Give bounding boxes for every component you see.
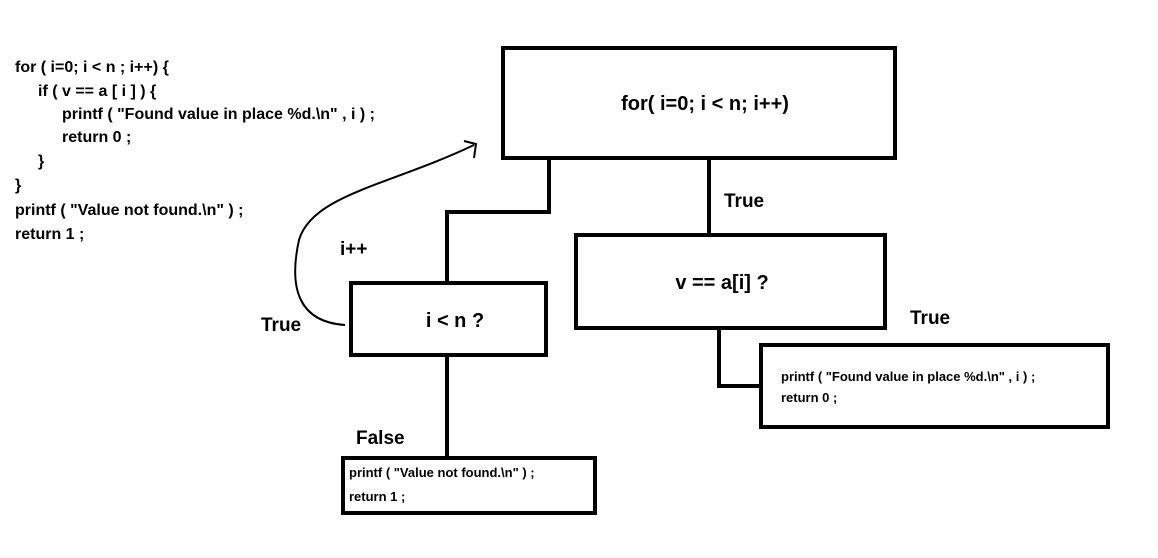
node-line: printf ( "Value not found.\n" ) ; xyxy=(349,465,535,480)
code-line: if ( v == a [ i ] ) { xyxy=(38,83,156,100)
edge-label: True xyxy=(910,308,950,329)
code-listing: for ( i=0; i < n ; i++) { if ( v == a [ … xyxy=(15,59,375,243)
code-line: } xyxy=(15,177,21,194)
arrow-head xyxy=(463,140,478,159)
edge-label: True xyxy=(261,315,301,336)
edge-label: i++ xyxy=(340,239,367,260)
node-label: for( i=0; i < n; i++) xyxy=(621,93,789,115)
connector xyxy=(717,328,762,388)
edge-label: False xyxy=(356,428,405,449)
node-line: return 1 ; xyxy=(349,489,405,504)
code-line: return 0 ; xyxy=(62,129,131,146)
condition-box xyxy=(574,233,887,330)
condition-box xyxy=(349,281,548,357)
node-line: return 0 ; xyxy=(781,390,837,405)
code-line: } xyxy=(38,153,44,170)
code-line: printf ( "Found value in place %d.\n" , … xyxy=(62,106,375,123)
edge-label: True xyxy=(724,191,764,212)
code-line: for ( i=0; i < n ; i++) { xyxy=(15,59,169,76)
code-line: return 1 ; xyxy=(15,226,84,243)
node-label: i < n ? xyxy=(426,310,484,332)
loop-box xyxy=(501,46,897,160)
statement-box xyxy=(341,456,597,515)
node-label: v == a[i] ? xyxy=(675,272,768,294)
statement-box xyxy=(759,343,1110,429)
connector xyxy=(445,158,551,283)
code-line: printf ( "Value not found.\n" ) ; xyxy=(15,202,243,219)
node-line: printf ( "Found value in place %d.\n" , … xyxy=(781,369,1035,384)
loop-arrow xyxy=(294,144,475,326)
